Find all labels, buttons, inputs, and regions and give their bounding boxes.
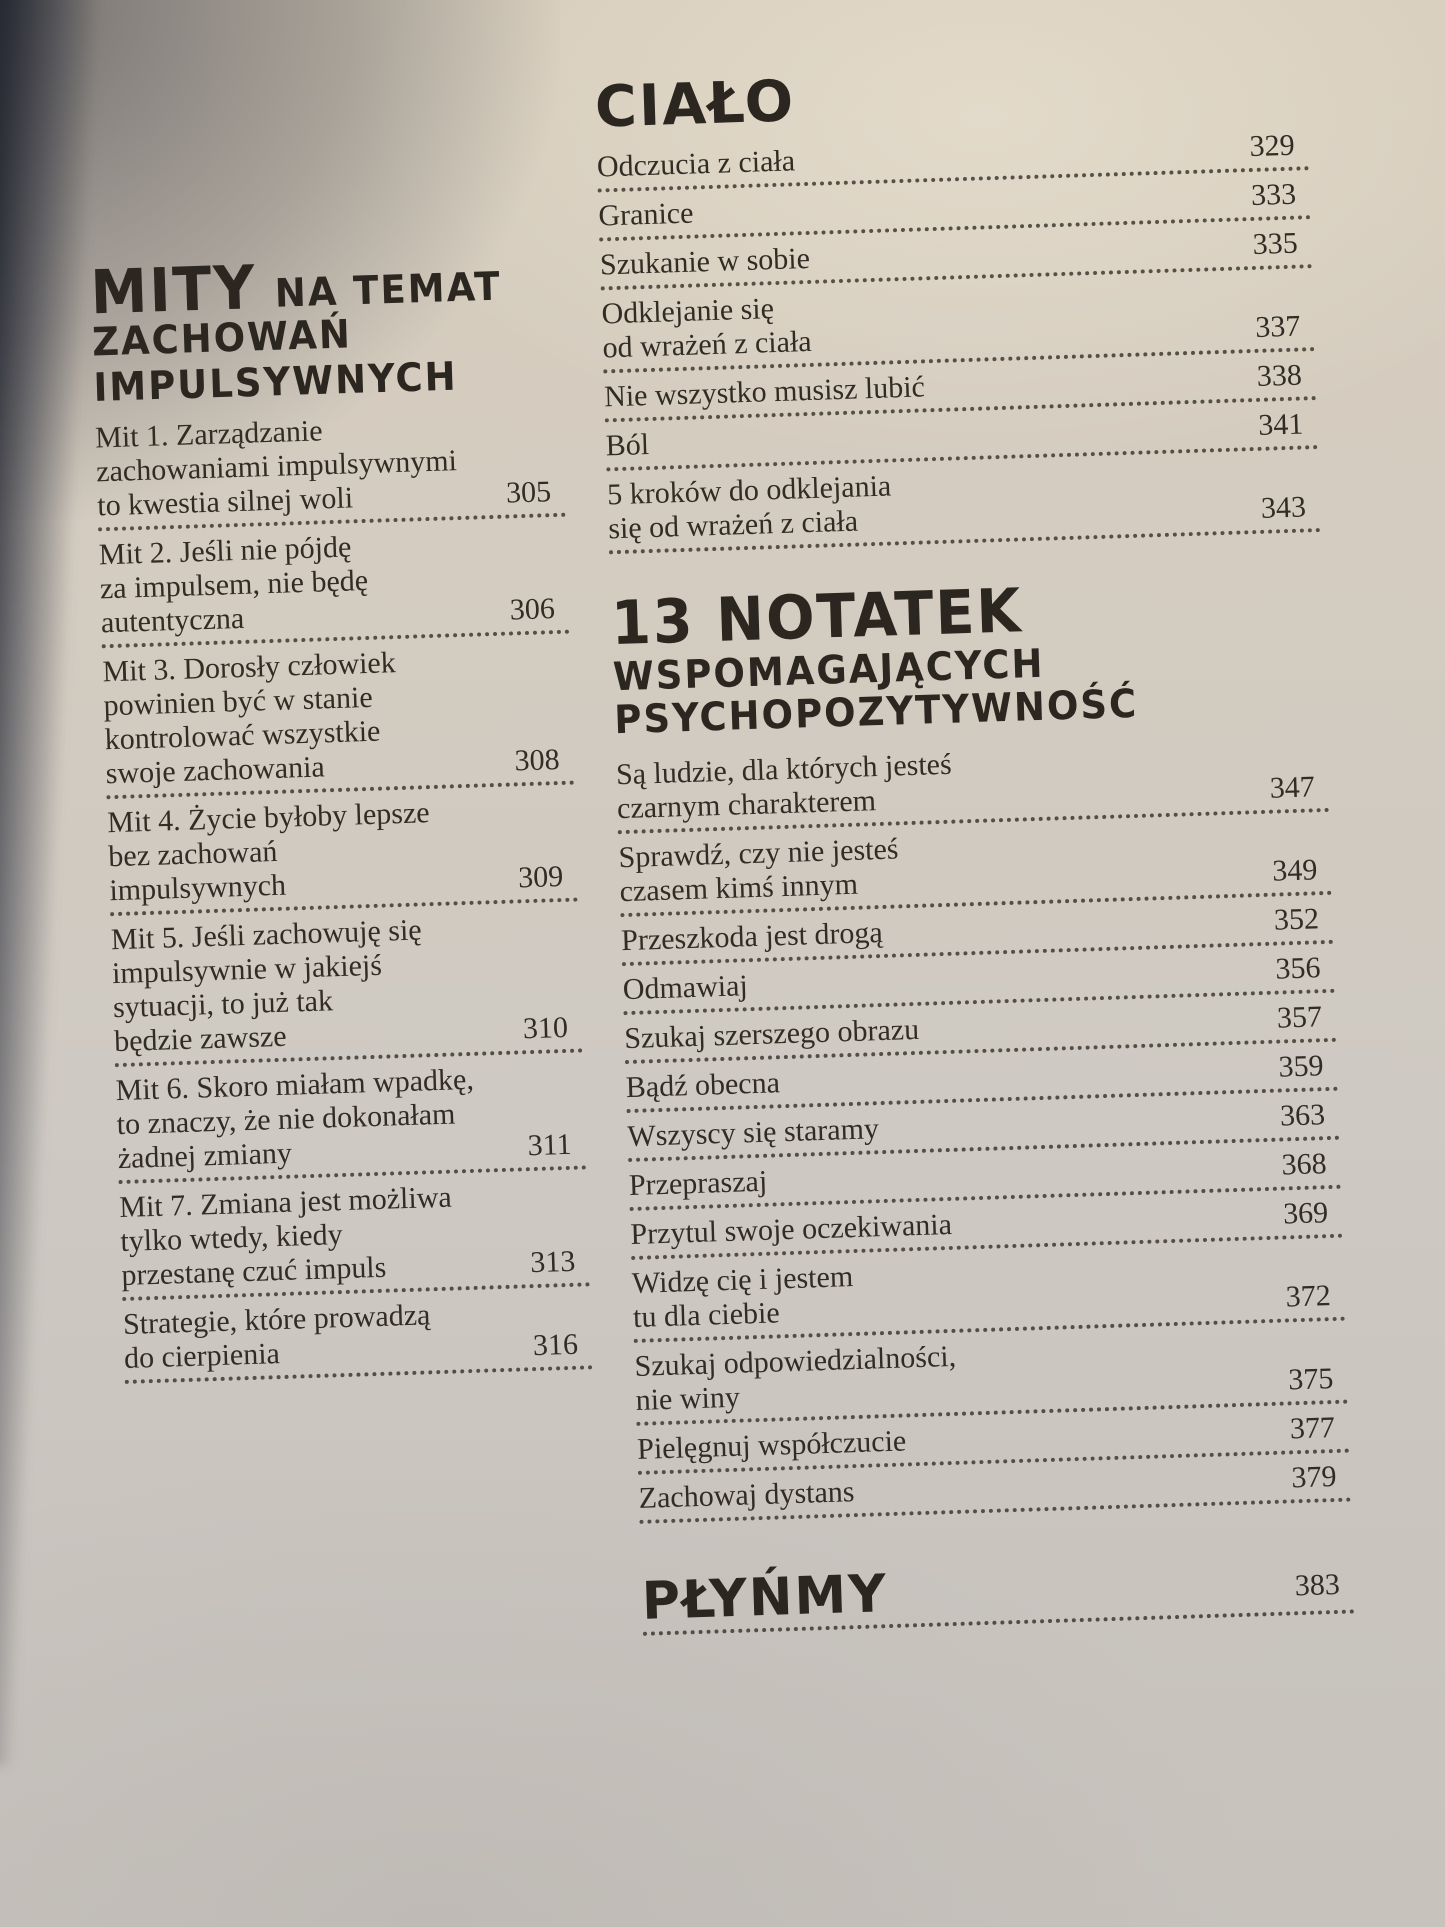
toc-entry-text: impulsywnych [108, 868, 287, 908]
toc-entry-text: żadnej zmiany [117, 1136, 293, 1176]
toc-entry-page-number: 352 [1273, 902, 1320, 937]
toc-entry-text: Odczucia z ciała [596, 144, 796, 184]
toc-entry: Strategie, które prowadzą do cierpienia 31… [123, 1293, 593, 1385]
toc-entry-text: Bądź obecna [625, 1066, 781, 1105]
toc-entry: Mit 4. Życie byłoby lepsze bez zachowań im… [107, 792, 578, 917]
toc-entry-text: Przeszkoda jest drogą [620, 916, 884, 958]
toc-entry-list-cialo: Odczucia z ciała 329 Granice 333 Szukanie w … [596, 128, 1321, 555]
toc-entry-page-number: 313 [529, 1244, 576, 1280]
toc-entry-page-number: 335 [1252, 226, 1299, 261]
toc-entry: Widzę cię i jestem tu dla ciebie 372 [631, 1245, 1346, 1344]
section-header-cialo: CIAŁO [594, 57, 1307, 140]
toc-entry: 5 kroków do odklejania się od wrażeń z ci… [607, 456, 1321, 555]
toc-entry-page-number: 379 [1290, 1460, 1337, 1495]
section-title-mity-line2: ZACHOWAŃ IMPULSYWNYCH [91, 311, 459, 411]
toc-entry: Są ludzie, dla których jesteś czarnym cha… [616, 736, 1330, 835]
toc-entry-page-number: 349 [1271, 853, 1318, 888]
toc-entry-page-number: 337 [1254, 309, 1301, 344]
toc-entry-text: to kwestia silnej woli [96, 481, 354, 523]
section-title-plynmy: PŁYŃMY [641, 1564, 889, 1632]
toc-entry-page-number: 369 [1282, 1196, 1329, 1231]
toc-entry-page-number: 308 [514, 743, 561, 778]
toc-entry: Odklejanie się od wrażeń z ciała 337 [601, 275, 1316, 374]
toc-entry-page-number: 329 [1249, 128, 1296, 164]
toc-entry-text: Przytul swoje oczekiwania [629, 1208, 953, 1252]
toc-entry: Mit 7. Zmiana jest możliwa tylko wtedy, k… [119, 1176, 591, 1302]
toc-entry-page-number: 341 [1257, 407, 1304, 442]
toc-entry-text: autentyczna [100, 601, 245, 640]
toc-entry-page-number: 338 [1256, 358, 1303, 393]
toc-entry-text: od wrażeń z ciała [602, 324, 813, 365]
toc-entry-text: Szukaj szerszego obrazu [623, 1012, 920, 1056]
toc-entry: Mit 6. Skoro miałam wpadkę, to znaczy, że… [115, 1060, 587, 1185]
toc-entry-text: Granice [597, 196, 694, 233]
toc-entry-page-number: 368 [1281, 1147, 1328, 1182]
toc-entry-text: swoje zachowania [105, 750, 326, 791]
toc-entry-text: czarnym charakterem [616, 784, 877, 826]
toc-entry-text: do cierpienia [123, 1337, 281, 1376]
toc-entry-text: się od wrażeń z ciała [607, 504, 859, 546]
toc-entry-text: Odmawiaj [622, 969, 749, 1007]
toc-entry-page-number: 310 [522, 1010, 569, 1046]
toc-entry-page-number: 359 [1278, 1049, 1325, 1084]
toc-entry-page-number: 343 [1260, 490, 1307, 525]
toc-entry-page-number: 309 [517, 860, 564, 895]
toc-entry: Mit 1. Zarządzanie zachowaniami impulsywn… [95, 407, 566, 532]
toc-entry-page-number: 383 [1294, 1568, 1341, 1603]
section-plynmy: PŁYŃMY 383 [641, 1554, 1355, 1636]
toc-entry-text: Zachowaj dystans [638, 1475, 855, 1515]
toc-entry-text: będzie zawsze [113, 1019, 287, 1059]
toc-entry-text: Szukanie w sobie [599, 241, 811, 282]
section-title-cialo: CIAŁO [594, 68, 797, 141]
toc-entry-text: Pielęgnuj współczucie [636, 1424, 907, 1467]
toc-entry: Mit 2. Jeśli nie pójdę za impulsem, nie b… [98, 524, 570, 649]
toc-entry-page-number: 375 [1287, 1362, 1334, 1397]
section-header-notatek: 13 NOTATEK WSPOMAGAJĄCYCH PSYCHOPOZYTYWN… [610, 572, 1326, 742]
toc-entry-page-number: 311 [527, 1127, 573, 1163]
toc-entry-text: Wszyscy się staramy [626, 1112, 880, 1154]
toc-entry-text: nie winy [635, 1380, 741, 1418]
toc-entry-list-notatek: Są ludzie, dla których jesteś czarnym cha… [616, 736, 1352, 1524]
toc-entry-page-number: 333 [1250, 177, 1297, 213]
toc-entry-page-number: 306 [509, 592, 556, 627]
toc-entry-text: Nie wszystko musisz lubić [603, 370, 926, 414]
toc-entry-page-number: 372 [1285, 1279, 1332, 1314]
toc-right-column: CIAŁO Odczucia z ciała 329 Granice 333 Szuka… [594, 57, 1355, 1643]
toc-entry-list-mity: Mit 1. Zarządzanie zachowaniami impulsywn… [95, 407, 593, 1385]
toc-entry: Mit 3. Dorosły człowiek powinien być w st… [102, 641, 575, 800]
toc-entry-page-number: 356 [1274, 951, 1321, 986]
toc-entry-page-number: 377 [1289, 1411, 1336, 1446]
toc-entry-text: tu dla ciebie [632, 1296, 781, 1335]
toc-entry-page-number: 347 [1269, 770, 1316, 805]
toc-left-column: MITY NA TEMAT ZACHOWAŃ IMPULSYWNYCH Mit … [90, 249, 593, 1391]
toc-entry: Sprawdź, czy nie jesteś czasem kimś innym… [618, 819, 1333, 918]
toc-entry-page-number: 357 [1276, 1000, 1323, 1035]
toc-entry: Szukaj odpowiedzialności, nie winy 375 [634, 1328, 1349, 1427]
toc-entry-text: Przepraszaj [628, 1164, 768, 1203]
toc-entry-page-number: 305 [505, 475, 552, 510]
section-header-mity: MITY NA TEMAT ZACHOWAŃ IMPULSYWNYCH [90, 249, 562, 410]
toc-entry: Mit 5. Jeśli zachowuję się impulsywnie w … [110, 909, 583, 1068]
toc-entry-page-number: 363 [1279, 1098, 1326, 1133]
toc-entry-text: przestanę czuć impuls [120, 1250, 387, 1293]
toc-entry-text: Ból [605, 428, 650, 463]
toc-entry-text: czasem kimś innym [619, 867, 859, 909]
toc-entry-page-number: 316 [532, 1327, 579, 1363]
